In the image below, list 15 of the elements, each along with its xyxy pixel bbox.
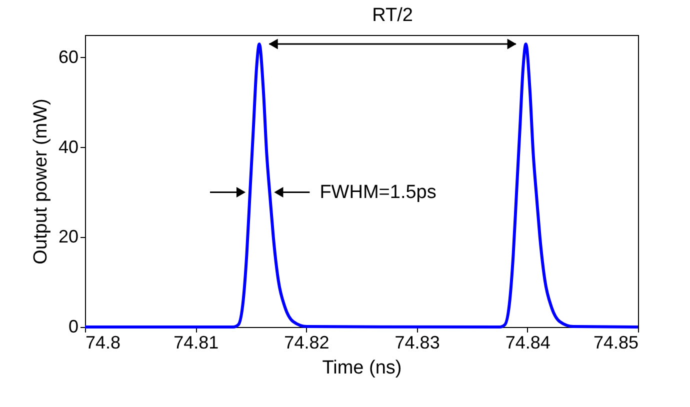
- y-tick-label: 0: [68, 316, 78, 336]
- line-series: [84, 42, 640, 328]
- annotation: FWHM=1.5ps: [320, 182, 436, 204]
- x-tick-label: 74.84: [505, 332, 550, 352]
- y-tick-label: 60: [58, 46, 78, 67]
- x-axis-title: Time (ns): [322, 358, 402, 378]
- x-tick-label: 74.82: [284, 332, 330, 352]
- y-axis-title: Output power (mW): [30, 98, 52, 264]
- x-tick-label: 74.8: [86, 332, 121, 352]
- y-tick-label: 40: [58, 136, 78, 157]
- x-tick-label: 74.83: [394, 332, 440, 352]
- x-tick-label: 74.81: [174, 332, 219, 352]
- text: RT/2: [372, 5, 413, 26]
- x-tick-label: 74.85: [593, 332, 638, 352]
- y-tick-label: 20: [58, 226, 78, 247]
